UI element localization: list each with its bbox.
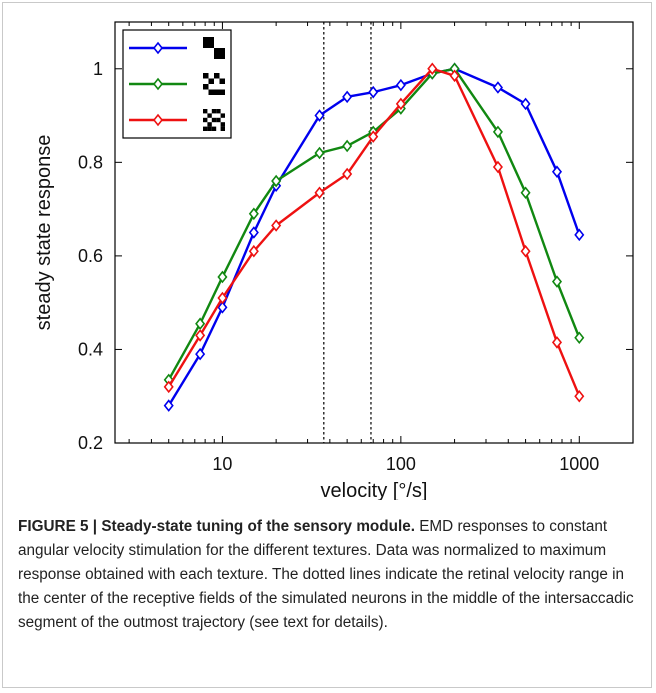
data-point: [368, 130, 379, 143]
caption-text: EMD responses to constant angular veloci…: [18, 518, 634, 631]
legend-entry-1: [129, 37, 225, 59]
data-point: [551, 165, 563, 178]
chart: 10 100 1000 0.2 0.4 0.6 0.8 1 velocity [°/s] st…: [33, 21, 634, 500]
legend-marker: [152, 41, 164, 55]
data-point: [195, 347, 206, 361]
y-tick-label: 0.6: [78, 246, 103, 266]
legend-entry-2: [129, 73, 225, 95]
legend-marker: [152, 113, 164, 127]
data-point: [248, 244, 259, 258]
data-point: [492, 160, 503, 174]
data-point: [492, 81, 503, 94]
x-tick-label: 1000: [559, 454, 599, 474]
data-point: [163, 399, 174, 412]
legend-entry-3: [129, 109, 225, 131]
texture-medium-icon: [203, 73, 225, 95]
y-tick-label: 1: [93, 59, 103, 79]
data-point: [520, 186, 531, 200]
x-tick-label: 100: [386, 454, 416, 474]
data-point: [551, 275, 563, 288]
data-point: [342, 139, 353, 153]
data-point: [217, 291, 228, 305]
legend-marker: [152, 77, 164, 91]
data-point: [248, 226, 259, 239]
data-point: [314, 146, 325, 160]
y-axis-label: steady state response: [33, 135, 55, 331]
data-point: [163, 380, 174, 394]
plot-area: [114, 21, 634, 444]
series-3: [163, 62, 585, 403]
data-point: [492, 125, 503, 139]
axis-ticks: 10 100 1000 0.2 0.4 0.6 0.8 1: [78, 22, 634, 474]
caption-heading: FIGURE 5 | Steady-state tuning of the se…: [18, 518, 415, 535]
data-point: [314, 109, 325, 122]
data-point: [520, 97, 531, 111]
data-point: [427, 62, 438, 76]
data-point: [551, 336, 563, 349]
data-point: [574, 228, 585, 242]
data-point: [271, 219, 282, 232]
data-point: [271, 174, 282, 188]
reference-lines: [323, 22, 372, 443]
data-point: [314, 186, 325, 200]
data-point: [574, 331, 585, 345]
data-point: [520, 244, 531, 258]
x-axis-label: velocity [°/s]: [321, 480, 428, 500]
data-point: [195, 317, 206, 330]
data-point: [395, 78, 406, 92]
data-point: [395, 97, 406, 111]
y-tick-label: 0.2: [78, 433, 103, 453]
data-point: [368, 85, 379, 99]
data-point: [342, 167, 353, 181]
y-tick-label: 0.8: [78, 152, 103, 172]
series-group: [163, 62, 585, 412]
data-point: [217, 301, 228, 314]
data-point: [342, 90, 353, 104]
data-point: [248, 207, 259, 221]
data-point: [449, 69, 460, 83]
data-point: [574, 389, 585, 403]
texture-coarse-icon: [203, 37, 225, 59]
y-tick-label: 0.4: [78, 339, 103, 359]
texture-fine-icon: [203, 109, 225, 131]
figure-caption: FIGURE 5 | Steady-state tuning of the se…: [18, 515, 638, 635]
data-point: [217, 270, 228, 284]
data-point: [195, 329, 206, 342]
x-tick-label: 10: [212, 454, 232, 474]
legend: [122, 29, 232, 139]
